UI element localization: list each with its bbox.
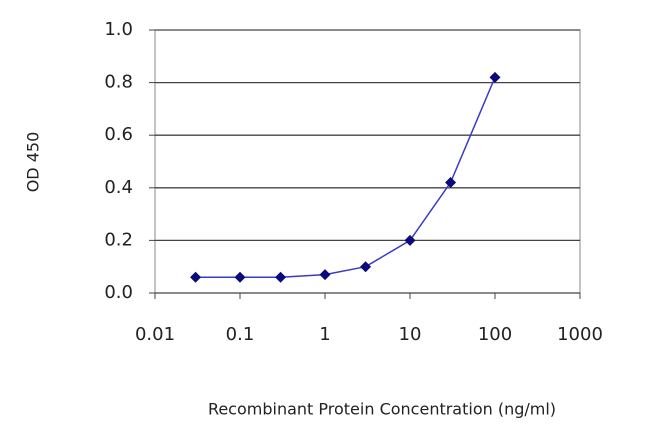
plot-area <box>154 29 581 294</box>
y-tick-label: 0.0 <box>104 282 133 303</box>
data-point <box>234 271 246 283</box>
series-line <box>195 77 496 278</box>
x-tick-label: 1 <box>319 324 330 345</box>
data-point <box>360 261 372 273</box>
x-tick-label: 1000 <box>557 324 603 345</box>
data-point <box>445 177 457 189</box>
x-tick-label: 10 <box>399 324 422 345</box>
y-axis-title: OD 450 <box>24 132 43 193</box>
y-tick-label: 0.8 <box>104 72 133 93</box>
x-tick-label: 0.1 <box>226 324 255 345</box>
data-point <box>404 234 416 246</box>
y-tick-label: 0.2 <box>104 229 133 250</box>
y-tick-label: 0.4 <box>104 177 133 198</box>
x-tick-label: 0.01 <box>135 324 175 345</box>
data-point <box>190 271 202 283</box>
y-tick-label: 0.6 <box>104 124 133 145</box>
x-tick-label: 100 <box>478 324 512 345</box>
y-tick-label: 1.0 <box>104 19 133 40</box>
data-point <box>319 269 331 281</box>
x-axis-title: Recombinant Protein Concentration (ng/ml… <box>208 400 556 419</box>
data-point <box>275 271 287 283</box>
data-point <box>489 71 501 83</box>
